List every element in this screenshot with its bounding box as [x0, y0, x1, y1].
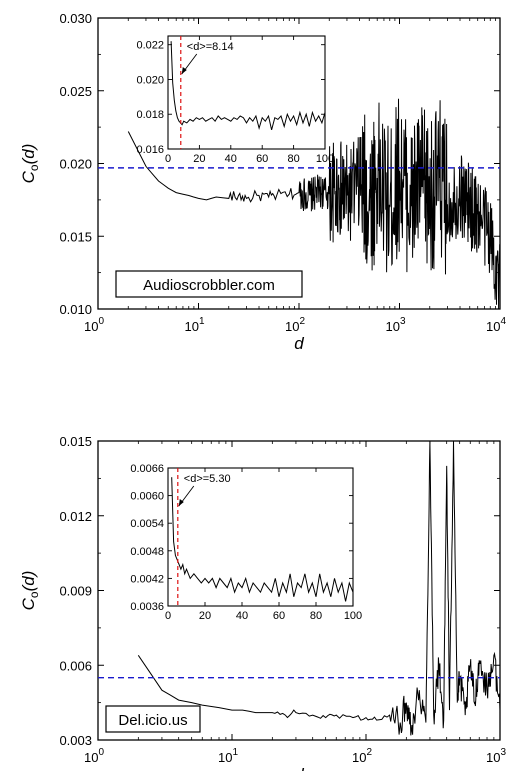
y-tick-label: 0.020: [59, 157, 92, 172]
inset-y-tick-label: 0.016: [136, 144, 164, 156]
x-tick-label: 104: [486, 316, 506, 334]
inset-x-tick-label: 80: [287, 153, 299, 165]
inset-x-tick-label: 100: [316, 153, 334, 165]
y-axis-title: Co(d): [19, 144, 41, 184]
x-axis-title: d: [294, 765, 304, 771]
y-tick-label: 0.006: [59, 658, 92, 673]
y-axis-title: Co(d): [19, 571, 41, 611]
y-tick-label: 0.003: [59, 733, 92, 748]
inset-x-tick-label: 40: [236, 610, 248, 622]
inset-x-tick-label: 0: [165, 610, 171, 622]
inset-y-tick-label: 0.0066: [130, 463, 164, 475]
main-series-line: [127, 98, 500, 309]
inset-y-tick-label: 0.0036: [130, 601, 164, 613]
x-tick-exponent: 3: [400, 316, 406, 327]
x-tick-label: 102: [285, 316, 305, 334]
y-tick-label: 0.030: [59, 11, 92, 26]
x-tick-label: 101: [218, 747, 238, 765]
inset-y-tick-label: 0.018: [136, 109, 164, 121]
x-tick-label: 101: [184, 316, 204, 334]
y-axis-title-arg: (d): [19, 571, 38, 592]
inset-x-tick-label: 20: [193, 153, 205, 165]
x-tick-label: 103: [385, 316, 405, 334]
y-tick-label: 0.012: [59, 509, 92, 524]
x-tick-label: 100: [84, 316, 104, 334]
chart-panel-2: 1001011021030.0030.0060.0090.0120.015dCo…: [19, 434, 506, 771]
inset-y-tick-label: 0.020: [136, 74, 164, 86]
y-tick-label: 0.015: [59, 434, 92, 449]
y-tick-label: 0.025: [59, 84, 92, 99]
inset-series-line: [170, 41, 325, 131]
inset-annotation: <d>=5.30: [184, 473, 231, 485]
x-tick-exponent: 1: [199, 316, 205, 327]
x-tick-exponent: 4: [500, 316, 506, 327]
inset-y-tick-label: 0.0060: [130, 491, 164, 503]
annotation-arrowhead: [178, 499, 184, 506]
inset-y-tick-label: 0.022: [136, 40, 164, 52]
inset-frame: [167, 467, 354, 607]
main-series-line: [137, 441, 500, 736]
x-axis-title: d: [294, 334, 304, 353]
x-tick-exponent: 2: [366, 747, 372, 758]
inset-x-tick-label: 60: [273, 610, 285, 622]
dataset-label: Audioscrobbler.com: [143, 277, 275, 294]
chart-panel-1: 100 101 102 103 1040.0100.0150.0200.0250.030…: [19, 11, 506, 353]
y-tick-label: 0.009: [59, 584, 92, 599]
x-tick-exponent: 1: [232, 747, 238, 758]
inset-x-tick-label: 60: [256, 153, 268, 165]
x-tick-exponent: 0: [98, 316, 104, 327]
inset-frame: [167, 35, 326, 150]
inset-chart: 0 20 40 60 80 100 0.016 0.018 0.020 0.022 <d>=8.14: [136, 35, 334, 165]
inset-x-tick-label: 40: [225, 153, 237, 165]
y-axis-title-sub: o: [27, 591, 41, 598]
x-tick-exponent: 0: [98, 747, 104, 758]
inset-x-tick-label: 80: [310, 610, 322, 622]
y-axis-title-arg: (d): [19, 144, 38, 165]
inset-y-tick-label: 0.0054: [130, 518, 164, 530]
inset-annotation: <d>=8.14: [187, 41, 234, 53]
y-axis-title-main: C: [19, 597, 38, 610]
dataset-label-box: [105, 705, 201, 733]
y-axis-title-main: C: [19, 170, 38, 183]
inset-series-line: [171, 477, 353, 602]
x-tick-exponent: 2: [299, 316, 305, 327]
dataset-label-box: [115, 270, 303, 298]
inset-y-tick-label: 0.0048: [130, 546, 164, 558]
x-tick-label: 103: [486, 747, 506, 765]
inset-x-tick-label: 0: [165, 153, 171, 165]
inset-chart: 0 20 40 60 80 100 0.0036 0.0042 0.0048 0.0054 0.00…: [130, 463, 362, 622]
x-tick-exponent: 3: [500, 747, 506, 758]
inset-x-tick-label: 20: [199, 610, 211, 622]
dataset-label: Del.icio.us: [118, 712, 187, 729]
x-tick-label: 102: [352, 747, 372, 765]
inset-x-tick-label: 100: [344, 610, 362, 622]
x-tick-label: 100: [84, 747, 104, 765]
y-tick-label: 0.015: [59, 229, 92, 244]
y-tick-label: 0.010: [59, 302, 92, 317]
y-axis-title-sub: o: [27, 164, 41, 171]
inset-y-tick-label: 0.0042: [130, 573, 164, 585]
annotation-arrowhead: [181, 67, 187, 74]
